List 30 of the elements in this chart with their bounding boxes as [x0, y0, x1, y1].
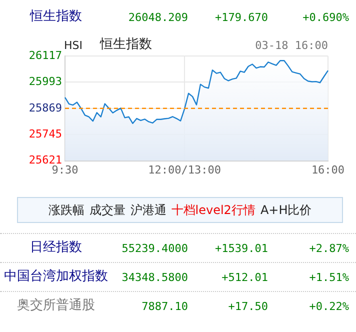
text: 03-18 16:00 [255, 39, 328, 53]
text: 成交量 [89, 202, 126, 218]
text: 恒生指数 [30, 9, 82, 24]
text: +2.87% [309, 242, 349, 256]
y-tick-label: 25993 [28, 75, 62, 88]
text: +0.22% [309, 300, 349, 314]
text: +1.51% [309, 271, 349, 285]
y-tick-label: 26117 [28, 48, 62, 62]
x-tick-label: 16:00 [311, 163, 345, 176]
chart-title: 恒生指数 [100, 37, 152, 52]
text: 沪港通 [130, 202, 166, 218]
text: 中国台湾加权指数 [4, 269, 108, 284]
chart-subtitle: HSI [64, 39, 82, 53]
text: 26048.209 [128, 11, 188, 25]
text: 涨跌幅 [48, 202, 84, 218]
text: 奥交所普通股 [17, 298, 95, 313]
text: +0.690% [302, 11, 349, 25]
text: +512.01 [222, 271, 268, 285]
text: 34348.5800 [122, 271, 188, 285]
text: +1539.01 [215, 242, 268, 256]
text: +17.50 [228, 300, 268, 314]
text: A+H比价 [260, 202, 312, 218]
y-tick-label: 25745 [28, 127, 62, 140]
text: 十档level2行情 [171, 202, 256, 218]
x-tick-label: 12:00/13:00 [148, 163, 221, 176]
y-tick-label: 25869 [28, 101, 62, 114]
text: 7887.10 [142, 300, 188, 314]
text: 日经指数 [30, 240, 82, 255]
text: +179.670 [215, 11, 268, 25]
text: 55239.4000 [122, 242, 188, 256]
